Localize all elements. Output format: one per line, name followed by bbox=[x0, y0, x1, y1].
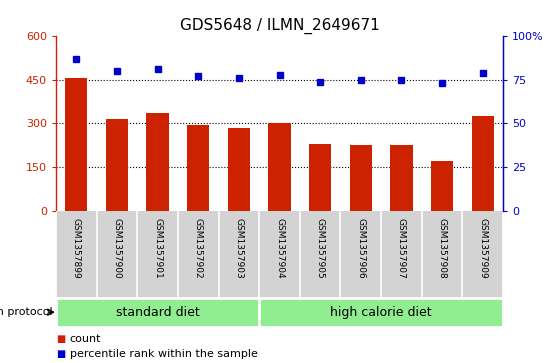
Text: GSM1357905: GSM1357905 bbox=[316, 217, 325, 278]
Bar bbox=[390, 144, 413, 211]
Text: growth protocol: growth protocol bbox=[0, 307, 53, 317]
Bar bbox=[431, 160, 453, 211]
Text: GSM1357901: GSM1357901 bbox=[153, 217, 162, 278]
Text: GSM1357909: GSM1357909 bbox=[479, 217, 487, 278]
Text: GSM1357908: GSM1357908 bbox=[438, 217, 447, 278]
Bar bbox=[65, 78, 87, 211]
Bar bbox=[228, 128, 250, 211]
Text: GSM1357902: GSM1357902 bbox=[193, 217, 203, 278]
Text: GSM1357906: GSM1357906 bbox=[356, 217, 366, 278]
Text: ■: ■ bbox=[56, 349, 65, 359]
Text: GSM1357903: GSM1357903 bbox=[234, 217, 243, 278]
Bar bbox=[146, 113, 169, 211]
Text: GSM1357907: GSM1357907 bbox=[397, 217, 406, 278]
Text: GSM1357904: GSM1357904 bbox=[275, 217, 284, 278]
Bar bbox=[259, 298, 503, 327]
Bar bbox=[268, 123, 291, 211]
Text: high calorie diet: high calorie diet bbox=[330, 306, 432, 319]
Bar bbox=[349, 144, 372, 211]
Text: percentile rank within the sample: percentile rank within the sample bbox=[70, 349, 258, 359]
Bar bbox=[106, 119, 128, 211]
Text: ■: ■ bbox=[56, 334, 65, 344]
Text: count: count bbox=[70, 334, 101, 344]
Text: GSM1357900: GSM1357900 bbox=[112, 217, 121, 278]
Text: GSM1357899: GSM1357899 bbox=[72, 217, 80, 278]
Bar bbox=[309, 144, 331, 211]
Title: GDS5648 / ILMN_2649671: GDS5648 / ILMN_2649671 bbox=[179, 17, 380, 33]
Bar bbox=[56, 298, 259, 327]
Bar bbox=[187, 125, 210, 211]
Text: standard diet: standard diet bbox=[116, 306, 200, 319]
Bar bbox=[472, 116, 494, 211]
